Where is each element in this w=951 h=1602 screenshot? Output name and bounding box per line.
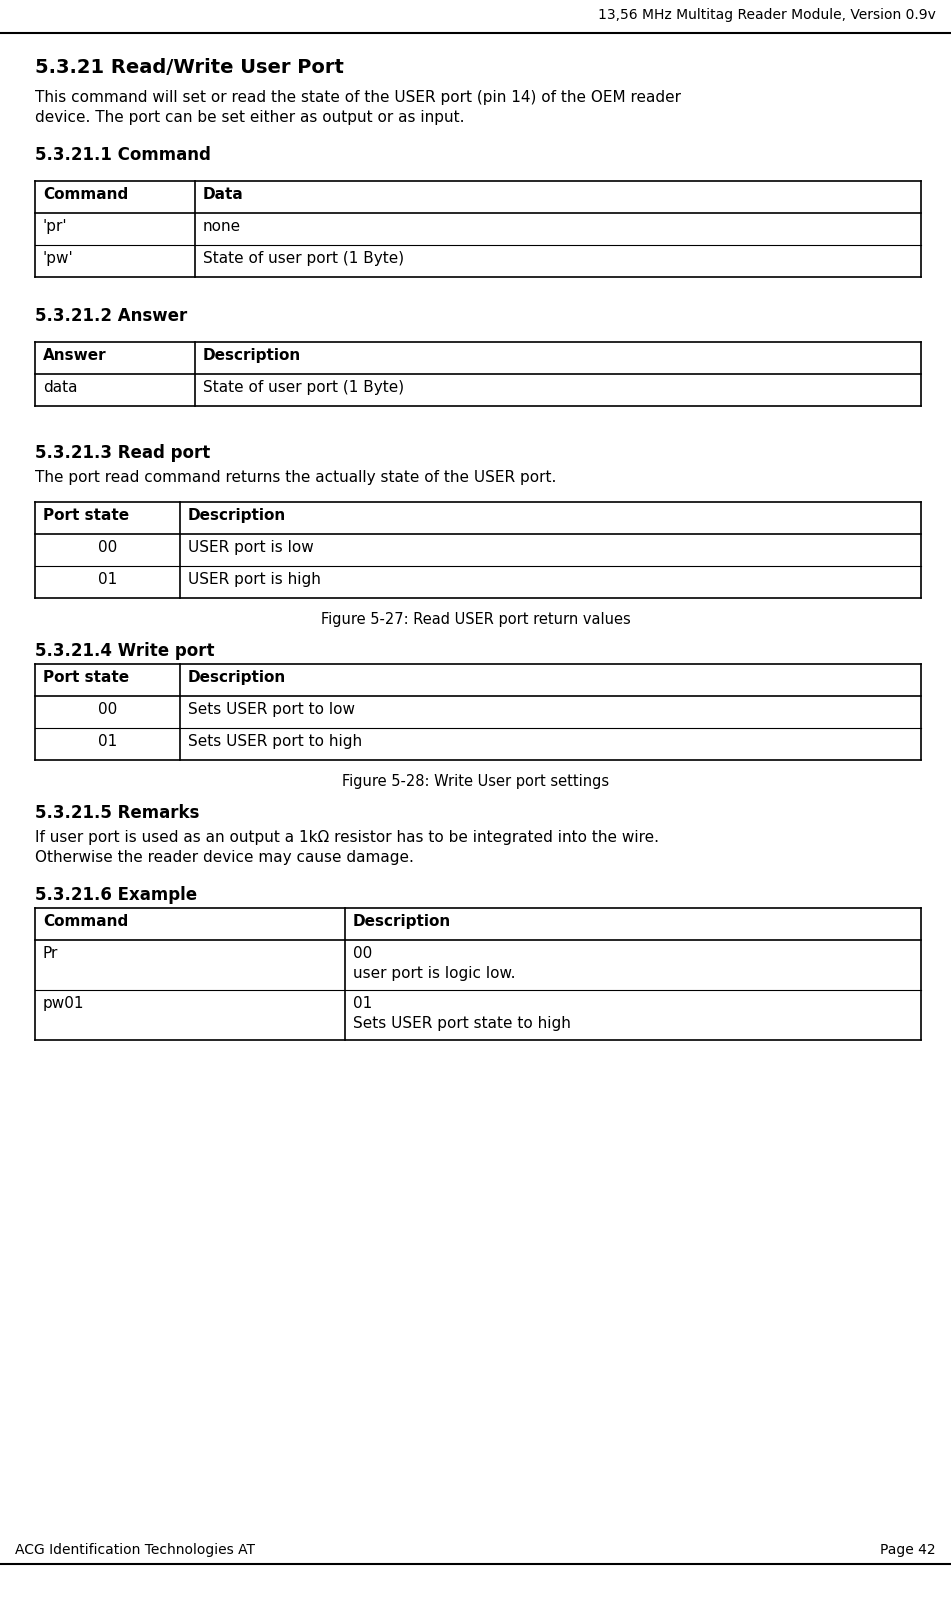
Text: Description: Description <box>188 508 286 522</box>
Text: 00: 00 <box>98 540 117 554</box>
Text: data: data <box>43 380 77 396</box>
Text: Command: Command <box>43 915 128 929</box>
Text: This command will set or read the state of the USER port (pin 14) of the OEM rea: This command will set or read the state … <box>35 90 681 106</box>
Text: ACG Identification Technologies AT: ACG Identification Technologies AT <box>15 1543 255 1557</box>
Text: Figure 5-28: Write User port settings: Figure 5-28: Write User port settings <box>342 774 609 790</box>
Text: 5.3.21.4 Write port: 5.3.21.4 Write port <box>35 642 215 660</box>
Text: The port read command returns the actually state of the USER port.: The port read command returns the actual… <box>35 469 556 485</box>
Text: Answer: Answer <box>43 348 107 364</box>
Text: Otherwise the reader device may cause damage.: Otherwise the reader device may cause da… <box>35 851 414 865</box>
Text: 5.3.21.1 Command: 5.3.21.1 Command <box>35 146 211 163</box>
Text: Port state: Port state <box>43 670 129 686</box>
Text: Description: Description <box>188 670 286 686</box>
Text: Page 42: Page 42 <box>881 1543 936 1557</box>
Text: If user port is used as an output a 1kΩ resistor has to be integrated into the w: If user port is used as an output a 1kΩ … <box>35 830 659 844</box>
Text: USER port is high: USER port is high <box>188 572 320 586</box>
Text: Figure 5-27: Read USER port return values: Figure 5-27: Read USER port return value… <box>320 612 631 626</box>
Text: none: none <box>203 219 242 234</box>
Text: device. The port can be set either as output or as input.: device. The port can be set either as ou… <box>35 111 464 125</box>
Text: Sets USER port to low: Sets USER port to low <box>188 702 355 718</box>
Text: 5.3.21.5 Remarks: 5.3.21.5 Remarks <box>35 804 200 822</box>
Text: 01: 01 <box>98 734 117 750</box>
Text: Description: Description <box>203 348 301 364</box>
Text: State of user port (1 Byte): State of user port (1 Byte) <box>203 252 404 266</box>
Text: pw01: pw01 <box>43 996 85 1011</box>
Text: Pr: Pr <box>43 947 58 961</box>
Text: State of user port (1 Byte): State of user port (1 Byte) <box>203 380 404 396</box>
Text: 01
Sets USER port state to high: 01 Sets USER port state to high <box>353 996 571 1030</box>
Text: 01: 01 <box>98 572 117 586</box>
Text: Command: Command <box>43 187 128 202</box>
Text: Sets USER port to high: Sets USER port to high <box>188 734 362 750</box>
Text: 00: 00 <box>98 702 117 718</box>
Text: 5.3.21.3 Read port: 5.3.21.3 Read port <box>35 444 210 461</box>
Text: 'pw': 'pw' <box>43 252 74 266</box>
Text: Data: Data <box>203 187 243 202</box>
Text: 13,56 MHz Multitag Reader Module, Version 0.9v: 13,56 MHz Multitag Reader Module, Versio… <box>598 8 936 22</box>
Text: 5.3.21.6 Example: 5.3.21.6 Example <box>35 886 197 904</box>
Text: Port state: Port state <box>43 508 129 522</box>
Text: 5.3.21.2 Answer: 5.3.21.2 Answer <box>35 308 187 325</box>
Text: 'pr': 'pr' <box>43 219 68 234</box>
Text: 5.3.21 Read/Write User Port: 5.3.21 Read/Write User Port <box>35 58 344 77</box>
Text: 00
user port is logic low.: 00 user port is logic low. <box>353 947 515 980</box>
Text: USER port is low: USER port is low <box>188 540 314 554</box>
Text: Description: Description <box>353 915 452 929</box>
